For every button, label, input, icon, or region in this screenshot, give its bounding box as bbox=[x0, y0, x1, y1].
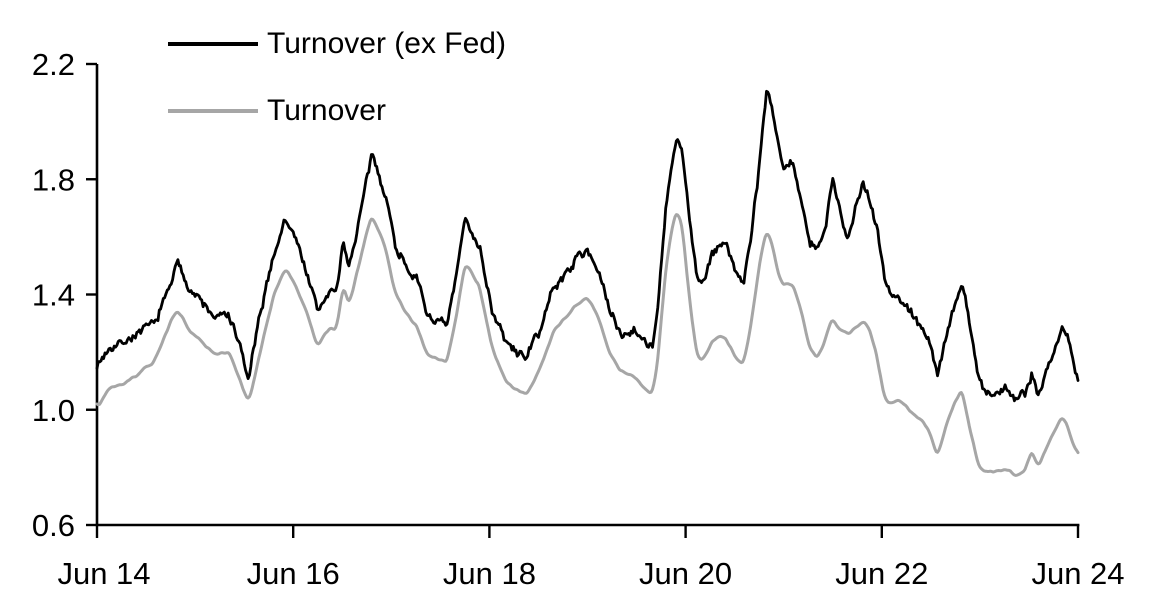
y-tick-label: 2.2 bbox=[32, 47, 75, 82]
x-tick-label: Jun 16 bbox=[247, 556, 340, 591]
y-tick-label: 1.0 bbox=[32, 393, 75, 428]
legend-item-turnover: Turnover bbox=[168, 91, 506, 131]
legend-label-turnover: Turnover bbox=[267, 94, 386, 127]
legend-item-turnover-ex-fed: Turnover (ex Fed) bbox=[168, 24, 506, 64]
y-tick-label: 0.6 bbox=[32, 508, 75, 543]
y-tick-label: 1.4 bbox=[32, 278, 75, 313]
x-tick-label: Jun 22 bbox=[835, 556, 928, 591]
x-tick-label: Jun 20 bbox=[639, 556, 732, 591]
y-tick-label: 1.8 bbox=[32, 162, 75, 197]
series-line-turnover bbox=[95, 213, 1080, 477]
series-line-turnover-ex-fed bbox=[95, 89, 1080, 403]
legend-label-turnover-ex-fed: Turnover (ex Fed) bbox=[267, 27, 506, 60]
x-tick-label: Jun 24 bbox=[1031, 556, 1124, 591]
gray-line-swatch bbox=[168, 109, 258, 113]
x-tick-label: Jun 18 bbox=[443, 556, 536, 591]
black-line-swatch bbox=[168, 42, 258, 46]
x-tick-label: Jun 14 bbox=[57, 556, 150, 591]
chart-legend: Turnover (ex Fed) Turnover bbox=[168, 24, 506, 158]
